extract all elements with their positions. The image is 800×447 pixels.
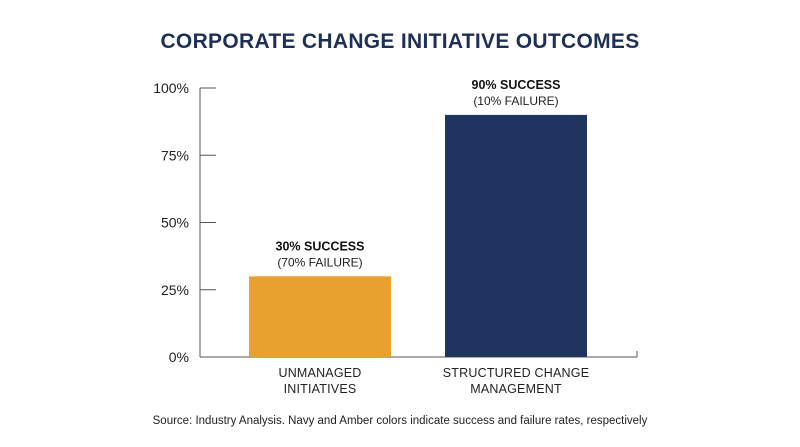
data-label-success: 30% SUCCESS: [276, 239, 365, 253]
data-label-failure: (70% FAILURE): [277, 255, 362, 269]
chart-title: CORPORATE CHANGE INITIATIVE OUTCOMES: [160, 30, 639, 53]
data-label-failure: (10% FAILURE): [473, 94, 558, 108]
y-tick-label: 25%: [161, 282, 189, 298]
x-category-label: MANAGEMENT: [470, 382, 562, 396]
data-label-success: 90% SUCCESS: [472, 78, 561, 92]
y-tick-label: 50%: [161, 215, 189, 231]
bar: [249, 276, 391, 357]
x-category-label: INITIATIVES: [284, 382, 357, 396]
axes: 0% 25% 50% 75% 100% UNMANAGED INITIATIVES STRUC…: [153, 80, 638, 396]
y-tick-label: 75%: [161, 147, 189, 163]
x-category-label: UNMANAGED: [278, 366, 361, 380]
y-tick-label: 0%: [169, 349, 189, 365]
bars: [249, 114, 587, 358]
y-tick-label: 100%: [153, 80, 189, 96]
source-note: Source: Industry Analysis. Navy and Ambe…: [153, 415, 648, 427]
bar: [445, 114, 587, 358]
x-category-label: STRUCTURED CHANGE: [443, 366, 589, 380]
data-labels: 30% SUCCESS (70% FAILURE) 90% SUCCESS (10% …: [276, 78, 561, 269]
